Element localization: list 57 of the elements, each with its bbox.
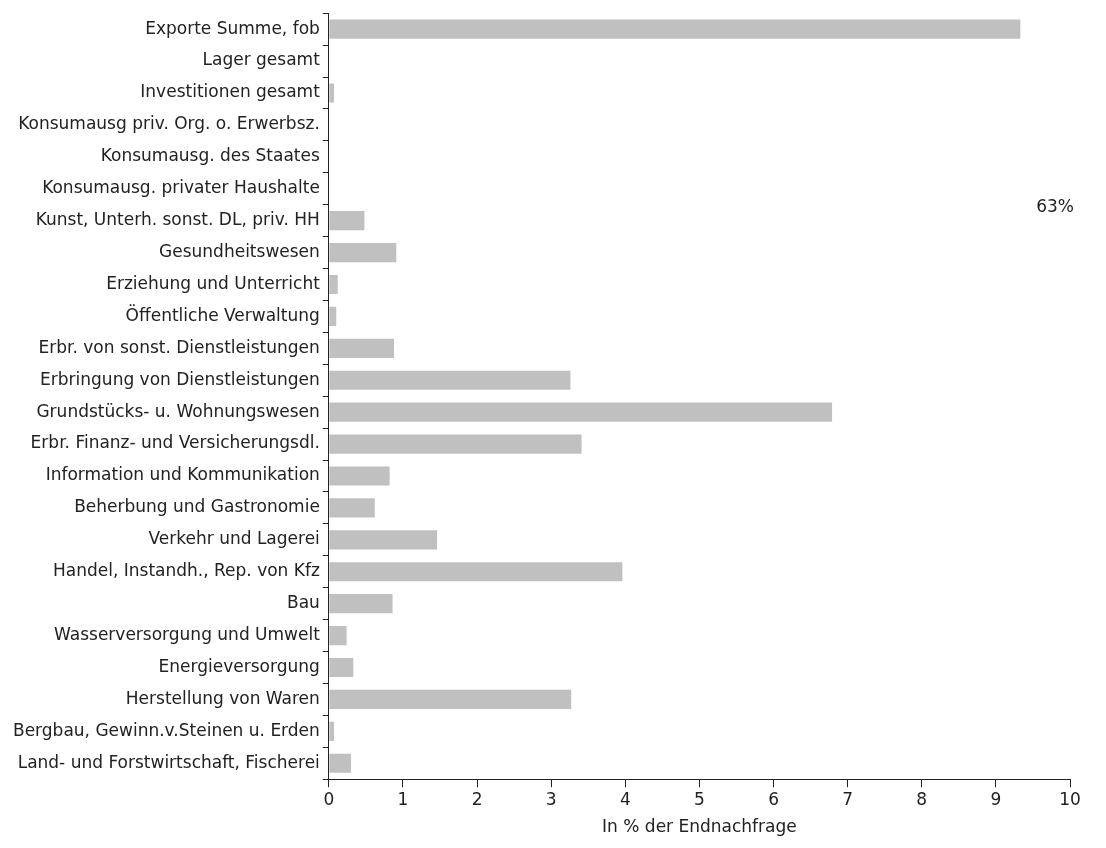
y-tick-label: Land- und Forstwirtschaft, Fischerei (17, 751, 320, 772)
x-tick-label: 6 (768, 788, 779, 809)
bar (329, 594, 393, 614)
x-tick-label: 9 (990, 788, 1002, 809)
bar (329, 721, 335, 741)
y-tick-label: Öffentliche Verwaltung (125, 303, 320, 325)
x-axis-title: In % der Endnachfrage (602, 816, 797, 837)
y-tick-label: Konsumausg. privater Haushalte (42, 177, 320, 198)
bar (329, 657, 354, 678)
bar (329, 530, 438, 550)
y-tick-label: Gesundheitswesen (159, 241, 320, 261)
y-tick-label: Information und Kommunikation (45, 464, 320, 485)
bar (329, 689, 572, 709)
bar (329, 274, 338, 295)
y-tick-label: Herstellung von Waren (125, 687, 320, 708)
bar (329, 466, 390, 486)
y-tick-label: Erbringung von Dienstleistungen (40, 368, 320, 389)
x-tick-label: 1 (397, 788, 409, 809)
y-tick-label: Exporte Summe, fob (145, 17, 320, 38)
y-tick-label: Investitionen gesamt (140, 81, 321, 102)
y-tick-label: Energieversorgung (158, 655, 320, 676)
text: 63% (1036, 195, 1074, 216)
bar (329, 83, 335, 103)
bar (329, 306, 337, 326)
x-tick-label: 7 (842, 788, 854, 809)
y-tick-label: Erbr. Finanz- und Versicherungsdl. (30, 432, 320, 453)
bar (329, 626, 347, 646)
y-tick-label: Bau (286, 592, 320, 613)
bar (329, 211, 365, 231)
y-tick-label: Lager gesamt (202, 49, 321, 70)
x-tick-label: 4 (619, 788, 631, 809)
y-tick-label: Erziehung und Unterricht (106, 272, 321, 293)
bar (329, 19, 1021, 39)
bar (329, 498, 375, 518)
bar (329, 434, 582, 454)
x-tick-label: 5 (694, 788, 705, 809)
y-tick-label: Grundstücks- u. Wohnungswesen (36, 400, 320, 421)
x-tick-label: 0 (323, 788, 335, 809)
y-tick-label: Konsumausg. des Staates (100, 145, 320, 166)
y-tick-label: Wasserversorgung und Umwelt (54, 624, 321, 644)
y-tick-label: Verkehr und Lagerei (148, 528, 320, 549)
y-tick-label: Erbr. von sonst. Dienstleistungen (38, 336, 320, 357)
y-tick-label: Bergbau, Gewinn.v.Steinen u. Erden (12, 719, 320, 740)
y-tick-label: Kunst, Unterh. sonst. DL, priv. HH (35, 209, 320, 230)
x-tick-label: 8 (916, 788, 928, 809)
x-tick-label: 3 (545, 788, 557, 809)
x-tick-label: 10 (1059, 788, 1081, 809)
y-tick-label: Konsumausg priv. Org. o. Erwerbsz. (18, 113, 320, 134)
bar (329, 243, 397, 263)
y-tick-label: Beherbung und Gastronomie (74, 496, 320, 517)
bar (329, 753, 352, 773)
bar (329, 562, 623, 582)
bar (329, 338, 395, 358)
x-tick-label: 2 (471, 788, 483, 809)
bar (329, 370, 571, 390)
y-tick-label: Handel, Instandh., Rep. von Kfz (52, 560, 320, 581)
bar (329, 402, 833, 422)
